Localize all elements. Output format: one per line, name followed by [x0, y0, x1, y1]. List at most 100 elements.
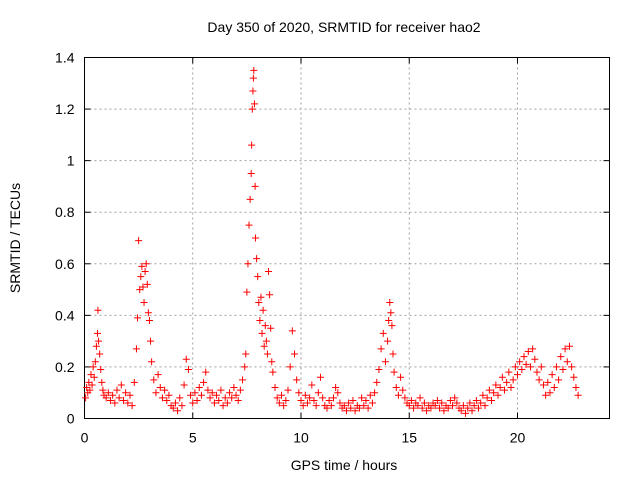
data-point — [327, 402, 335, 410]
data-point — [286, 363, 294, 371]
data-point — [252, 234, 260, 242]
data-point — [132, 345, 140, 353]
data-point — [325, 396, 333, 404]
data-point — [141, 268, 149, 276]
data-point — [555, 376, 563, 384]
data-point — [191, 389, 199, 397]
data-point — [468, 407, 476, 415]
data-point — [377, 345, 385, 353]
data-point — [137, 273, 145, 281]
data-point — [250, 66, 258, 74]
data-point — [507, 384, 515, 392]
x-tick-label: 0 — [81, 430, 89, 446]
data-point — [479, 391, 487, 399]
data-point — [102, 394, 110, 402]
data-point — [366, 391, 374, 399]
data-point — [485, 386, 493, 394]
y-tick-label: 1.2 — [55, 101, 75, 117]
data-point — [336, 399, 344, 407]
data-point — [226, 389, 234, 397]
data-point — [537, 363, 545, 371]
data-point — [418, 404, 426, 412]
data-point — [210, 399, 218, 407]
data-point — [472, 396, 480, 404]
data-point — [109, 391, 117, 399]
data-point — [113, 386, 121, 394]
data-point — [373, 378, 381, 386]
data-point — [295, 389, 303, 397]
data-point — [399, 386, 407, 394]
data-point — [384, 337, 392, 345]
data-point — [392, 384, 400, 392]
data-point — [407, 396, 415, 404]
data-point — [259, 306, 267, 314]
data-point — [438, 399, 446, 407]
data-point — [206, 394, 214, 402]
data-point — [379, 329, 387, 337]
data-point — [444, 404, 452, 412]
data-point — [208, 389, 216, 397]
data-point — [299, 402, 307, 410]
data-point — [529, 345, 537, 353]
data-point — [122, 389, 130, 397]
data-point — [180, 381, 188, 389]
data-point — [385, 317, 393, 325]
data-point — [204, 386, 212, 394]
data-point — [156, 384, 164, 392]
data-point — [147, 337, 155, 345]
data-point — [230, 384, 238, 392]
data-point — [195, 384, 203, 392]
data-point — [275, 399, 283, 407]
data-point — [539, 381, 547, 389]
data-point — [440, 407, 448, 415]
data-point — [303, 399, 311, 407]
data-point — [187, 391, 195, 399]
data-point — [345, 399, 353, 407]
data-point — [244, 260, 252, 268]
data-point — [247, 170, 255, 178]
data-point — [126, 391, 134, 399]
data-point — [193, 396, 201, 404]
data-point — [249, 74, 257, 82]
data-point — [135, 237, 143, 245]
x-tick-label: 15 — [401, 430, 417, 446]
data-point — [535, 376, 543, 384]
data-point — [104, 389, 112, 397]
data-point — [544, 378, 552, 386]
data-point — [174, 407, 182, 415]
data-point — [436, 404, 444, 412]
data-point — [475, 404, 483, 412]
data-point — [288, 327, 296, 335]
y-tick-label: 1.4 — [55, 50, 75, 66]
data-point — [516, 358, 524, 366]
y-tick-label: 0.2 — [55, 359, 75, 375]
data-point — [99, 386, 107, 394]
data-point — [217, 386, 225, 394]
data-point — [148, 358, 156, 366]
data-point — [433, 396, 441, 404]
data-point — [449, 402, 457, 410]
data-point — [511, 363, 519, 371]
data-point — [124, 399, 132, 407]
data-point — [494, 391, 502, 399]
data-point — [138, 262, 146, 270]
data-point — [234, 396, 242, 404]
data-point — [362, 396, 370, 404]
data-point — [140, 298, 148, 306]
data-point — [228, 394, 236, 402]
data-point — [542, 391, 550, 399]
data-point — [410, 404, 418, 412]
data-point — [349, 396, 357, 404]
data-point — [550, 384, 558, 392]
data-point — [150, 376, 158, 384]
data-point — [266, 291, 274, 299]
data-point — [94, 306, 102, 314]
x-tick-label: 5 — [189, 430, 197, 446]
data-point — [526, 363, 534, 371]
data-point — [518, 366, 526, 374]
data-point — [134, 314, 142, 322]
data-point — [293, 376, 301, 384]
data-point — [111, 399, 119, 407]
data-point — [232, 391, 240, 399]
